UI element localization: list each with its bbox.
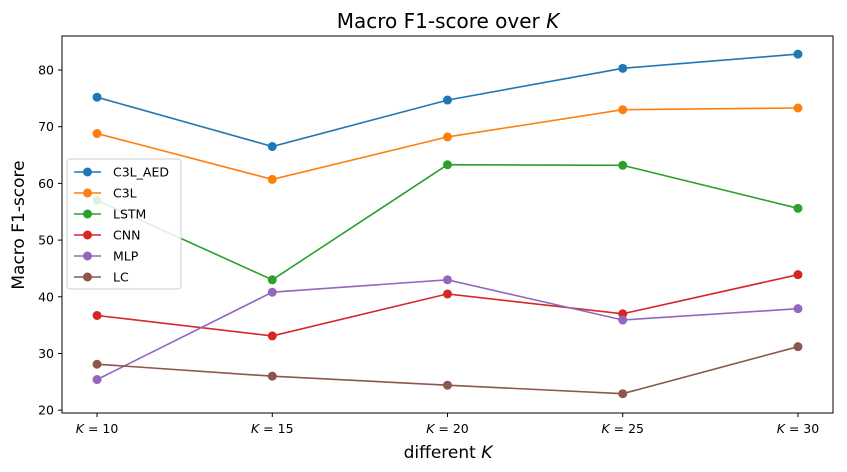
x-axis-label: different K	[404, 443, 495, 463]
legend-marker-c3l	[83, 188, 92, 198]
data-point-cnn-3	[618, 309, 628, 319]
data-point-c3l-0	[92, 129, 102, 139]
data-point-mlp-1	[267, 287, 277, 297]
plot-area: 20 30 40 50 60 70 80 K = 10 K = 15 K = 20 K = 25 K …	[38, 35, 834, 436]
x-tick-label: K = 30	[777, 421, 820, 436]
data-point-c3l-1	[267, 174, 277, 184]
y-axis-label: Macro F1-score	[9, 160, 29, 289]
y-tick-label: 40	[38, 289, 54, 304]
legend-marker-mlp	[83, 251, 92, 261]
legend-label-lc: LC	[113, 270, 129, 285]
y-tick-label: 20	[38, 403, 54, 418]
data-point-lc-1	[267, 371, 277, 381]
data-point-lstm-1	[267, 275, 277, 285]
x-tick-label: K = 15	[251, 421, 294, 436]
data-point-c3l_aed-0	[92, 92, 102, 102]
x-tick-label: K = 10	[76, 421, 119, 436]
data-point-lc-0	[92, 359, 102, 369]
data-point-lstm-3	[618, 160, 628, 170]
legend: C3L_AED C3L LSTM CNN MLP LC	[66, 158, 182, 290]
data-point-cnn-2	[443, 289, 452, 299]
data-point-lc-2	[443, 380, 452, 390]
data-point-lstm-4	[793, 203, 803, 213]
y-tick-label: 80	[38, 63, 54, 78]
data-point-mlp-2	[443, 275, 452, 285]
legend-label-cnn: CNN	[113, 228, 140, 243]
data-point-mlp-0	[92, 375, 102, 385]
data-point-cnn-4	[793, 270, 803, 280]
data-point-c3l-3	[618, 105, 628, 115]
data-point-c3l_aed-2	[443, 95, 452, 105]
y-tick-label: 60	[38, 176, 54, 191]
data-point-cnn-0	[92, 310, 102, 320]
data-point-c3l_aed-1	[267, 142, 277, 152]
y-tick-label: 30	[38, 346, 54, 361]
chart-title: Macro F1-score over K	[337, 9, 561, 33]
data-point-c3l-2	[443, 132, 452, 142]
legend-marker-cnn	[83, 230, 92, 240]
legend-marker-c3l_aed	[83, 167, 92, 177]
legend-label-c3l: C3L	[113, 186, 137, 201]
legend-label-c3l_aed: C3L_AED	[113, 165, 169, 180]
data-point-cnn-1	[267, 331, 277, 341]
data-point-lc-4	[793, 342, 803, 352]
series-line-lstm	[96, 163, 799, 281]
legend-label-lstm: LSTM	[113, 207, 146, 222]
data-point-mlp-3	[618, 315, 628, 325]
y-tick-label: 50	[38, 233, 54, 248]
data-point-c3l-4	[793, 103, 803, 113]
data-point-lstm-2	[443, 160, 452, 170]
x-tick-label: K = 25	[601, 421, 644, 436]
data-point-lc-3	[618, 389, 628, 399]
x-tick-label: K = 20	[426, 421, 469, 436]
data-point-c3l_aed-4	[793, 49, 803, 59]
data-point-mlp-4	[793, 304, 803, 314]
data-point-c3l_aed-3	[618, 63, 628, 73]
legend-marker-lc	[83, 272, 92, 282]
y-tick-label: 70	[38, 119, 54, 134]
legend-label-mlp: MLP	[113, 249, 139, 264]
legend-marker-lstm	[83, 209, 92, 219]
